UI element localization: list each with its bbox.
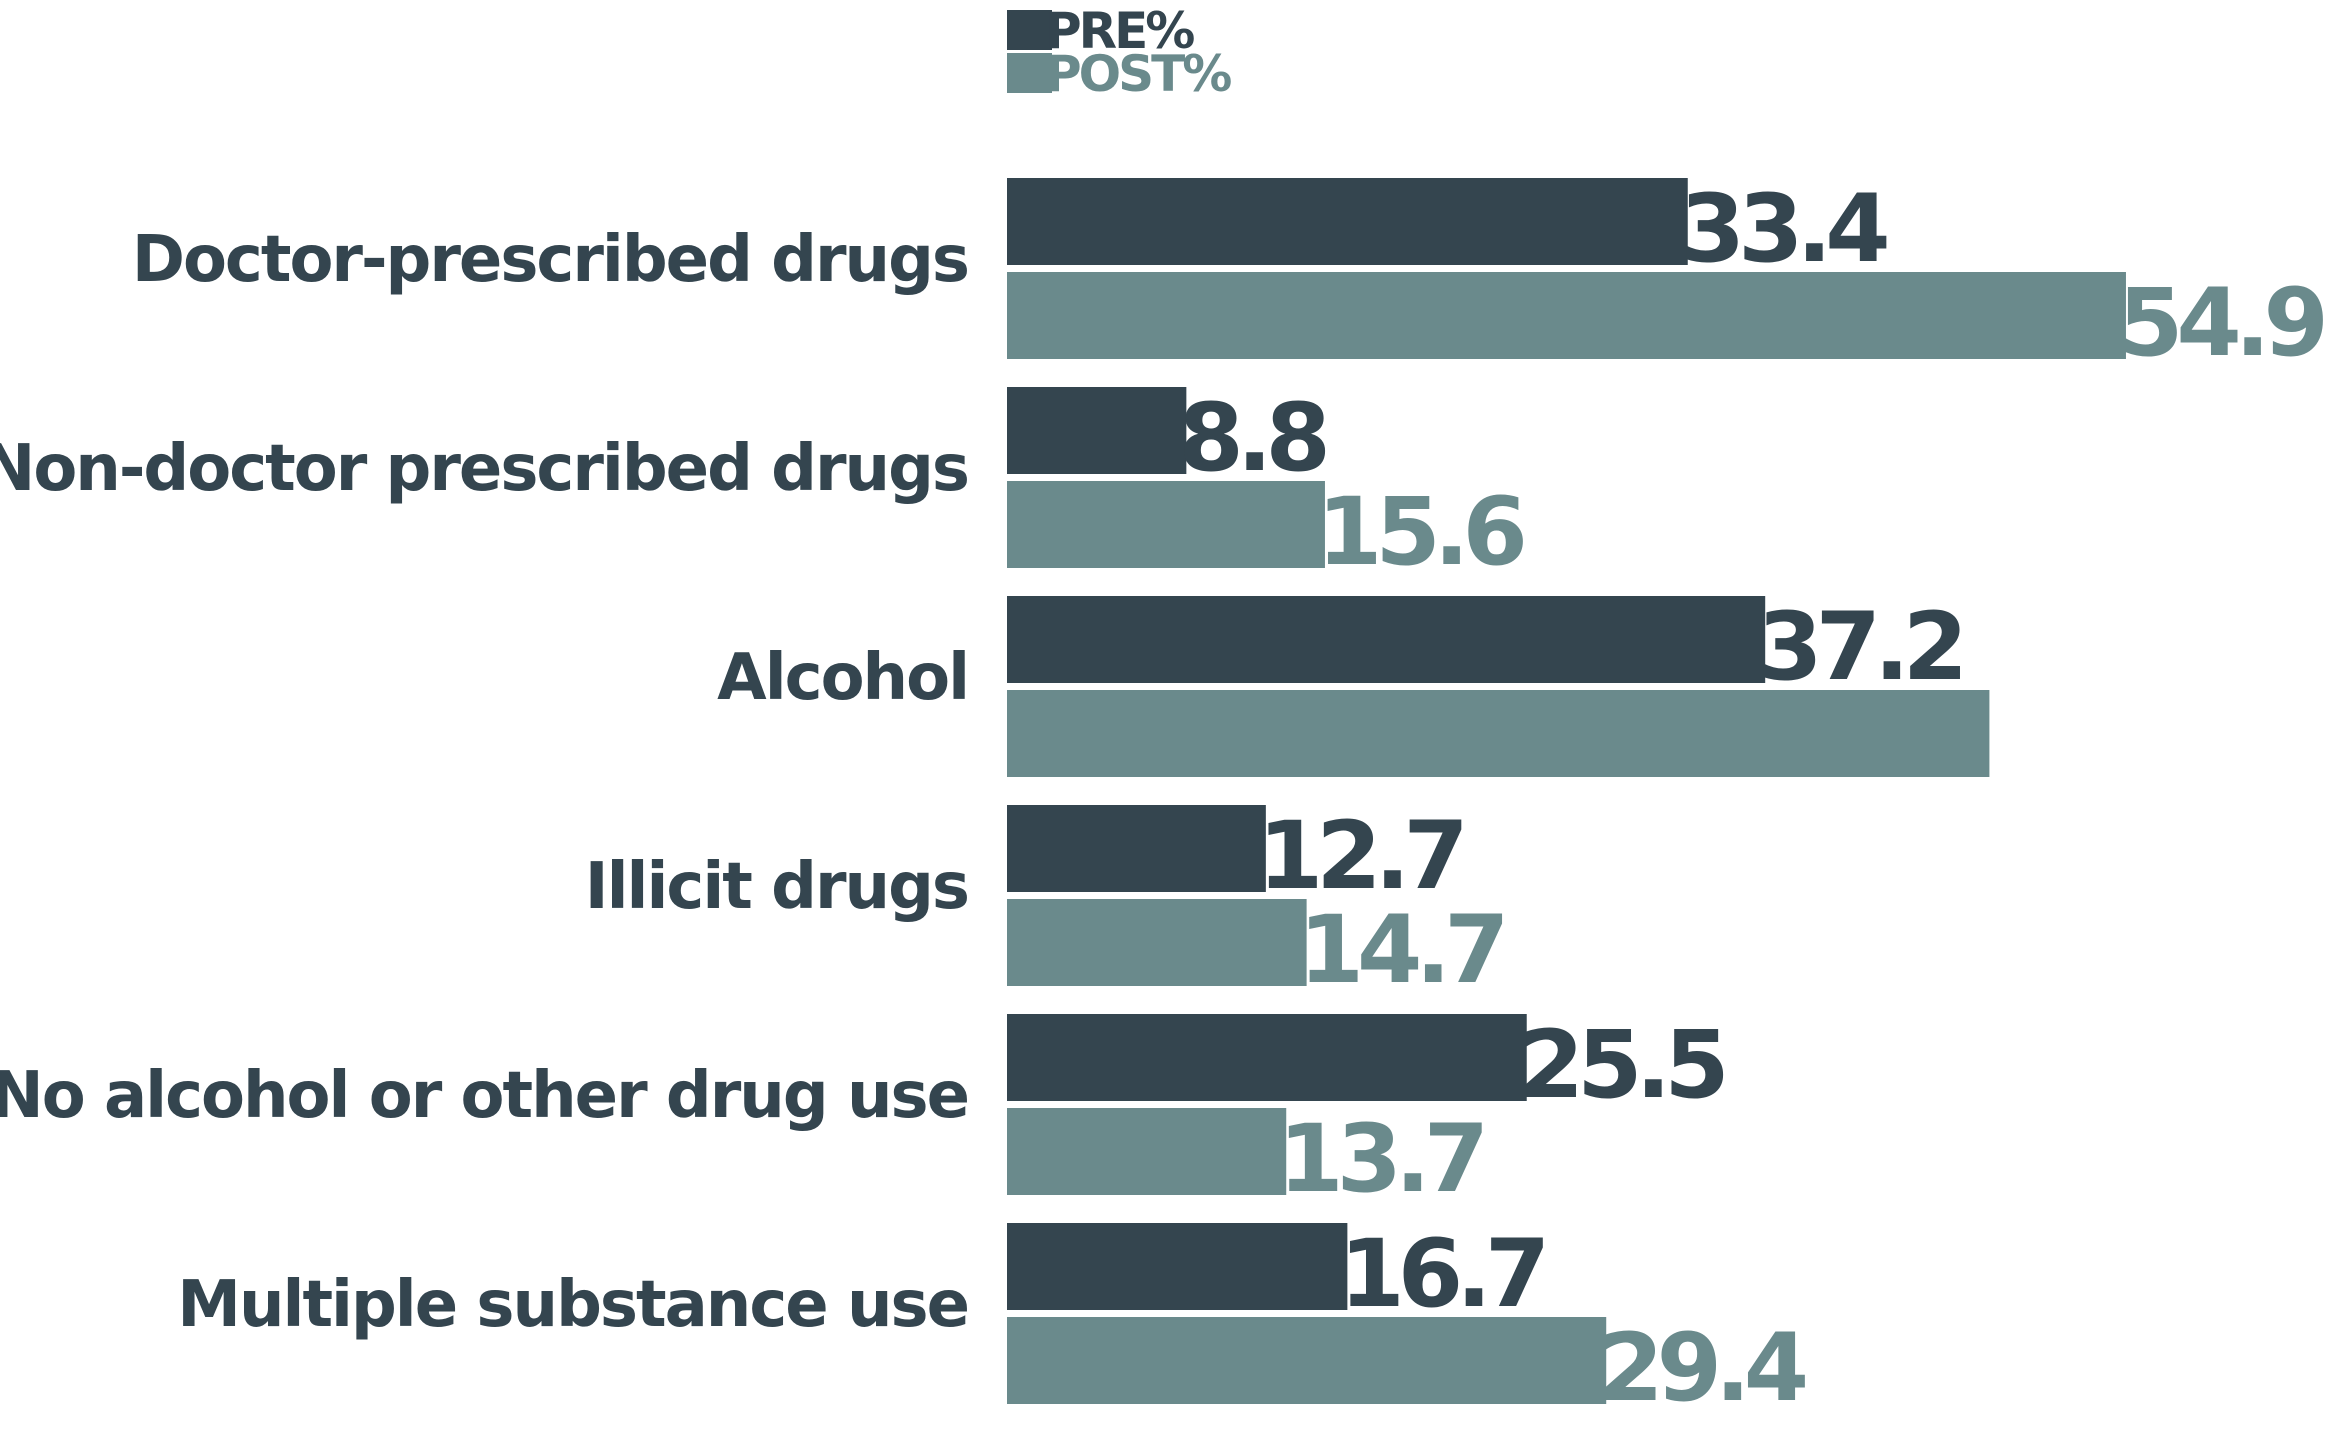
- category-label: Illicit drugs: [585, 850, 968, 924]
- value-label-post: 15.6: [1317, 478, 1524, 587]
- value-label-post: 29.4: [1598, 1314, 1806, 1423]
- legend: PRE%POST%: [1007, 2, 1234, 103]
- category-label: Alcohol: [717, 641, 968, 715]
- bars: [1007, 178, 2126, 1404]
- legend-label-pre: PRE%: [1045, 2, 1194, 60]
- value-label-pre: 25.5: [1519, 1011, 1724, 1120]
- bar-post-non-doctor-prescribed-drugs: [1007, 481, 1325, 568]
- legend-label-post: POST%: [1045, 45, 1231, 103]
- bar-pre-doctor-prescribed-drugs: [1007, 178, 1688, 265]
- value-label-pre: 37.2: [1757, 593, 1961, 702]
- legend-swatch-pre: [1007, 10, 1052, 50]
- bar-post-doctor-prescribed-drugs: [1007, 272, 2126, 359]
- category-label: Multiple substance use: [177, 1268, 968, 1342]
- category-label: No alcohol or other drug use: [0, 1059, 968, 1133]
- category-labels: Doctor-prescribed drugs Non-doctor prescr…: [0, 223, 970, 1342]
- value-label-pre: 8.8: [1178, 384, 1325, 493]
- bar-post-no-alcohol-or-other-drug-use: [1007, 1108, 1287, 1195]
- bar-pre-no-alcohol-or-other-drug-use: [1007, 1014, 1527, 1101]
- value-label-pre: 12.7: [1258, 802, 1462, 911]
- bar-post-alcohol: [1007, 690, 1990, 777]
- bar-post-multiple-substance-use: [1007, 1317, 1607, 1404]
- value-label-post: 54.9: [2118, 269, 2324, 378]
- bar-pre-illicit-drugs: [1007, 805, 1266, 892]
- bar-pre-multiple-substance-use: [1007, 1223, 1348, 1310]
- value-labels: 33.4 8.8 37.2 12.7 25.5 16.7 54.9 15.6 14.7 13.7 2…: [1178, 175, 2329, 1423]
- value-label-pre: 33.4: [1680, 175, 1888, 284]
- bar-pre-non-doctor-prescribed-drugs: [1007, 387, 1187, 474]
- category-label: Doctor-prescribed drugs: [132, 223, 968, 297]
- value-label-post: 13.7: [1278, 1105, 1482, 1214]
- value-label-pre: 16.7: [1339, 1220, 1543, 1329]
- category-label: Non-doctor prescribed drugs: [0, 432, 968, 506]
- bar-pre-alcohol: [1007, 596, 1766, 683]
- value-label-post: 14.7: [1299, 896, 1503, 1005]
- legend-swatch-post: [1007, 53, 1052, 93]
- bar-post-illicit-drugs: [1007, 899, 1307, 986]
